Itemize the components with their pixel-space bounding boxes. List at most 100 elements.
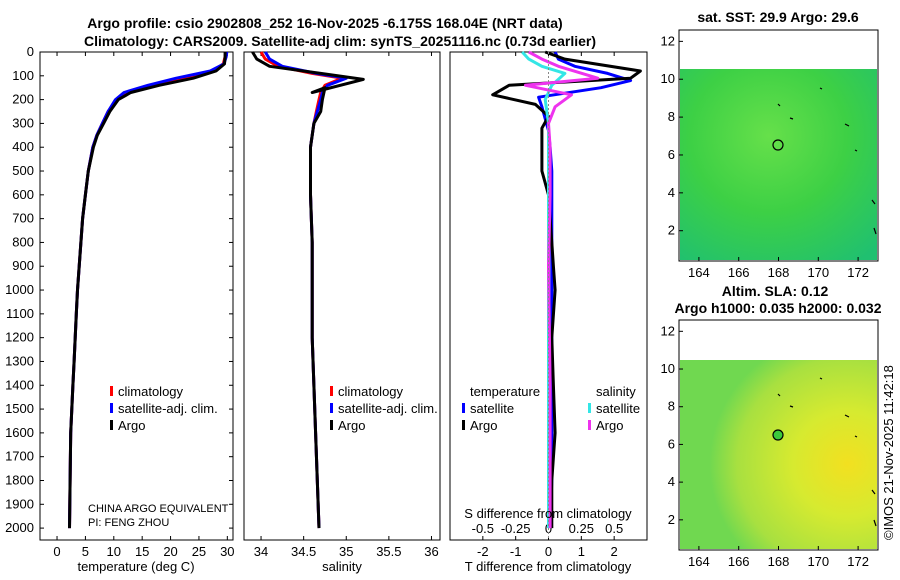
map-x-tick-label: 170 (807, 265, 829, 280)
map-y-tick-label: 8 (668, 399, 675, 414)
legend-label-argo-2: Argo (338, 418, 365, 433)
depth-tick-label: 600 (12, 187, 34, 202)
legend-salinity-header: salinity (596, 384, 636, 399)
difference-xlabel-top: S difference from climatology (464, 506, 632, 521)
map-x-tick-label: 172 (847, 265, 869, 280)
legend-swatch-s-argo (588, 420, 591, 430)
sst-argo-marker (772, 139, 784, 151)
map-x-tick-label: 168 (768, 265, 790, 280)
x-tick-label: 1 (578, 544, 585, 559)
legend-swatch-climatology-2 (330, 386, 333, 396)
map-y-tick-label: 2 (668, 512, 675, 527)
depth-tick-label: 100 (12, 68, 34, 83)
sla-map-title2: Argo h1000: 0.035 h2000: 0.032 (674, 300, 881, 316)
legend-swatch-s-satellite (588, 403, 591, 413)
legend-swatch-satellite (110, 403, 113, 413)
map-x-tick-label: 170 (807, 554, 829, 569)
legend-label-argo: Argo (118, 418, 145, 433)
sla-map: Altim. SLA: 0.12 Argo h1000: 0.035 h2000… (661, 283, 882, 569)
depth-tick-label: 1800 (5, 472, 34, 487)
depth-tick-label: 1500 (5, 401, 34, 416)
attribution-org: CHINA ARGO EQUIVALENT (88, 503, 229, 515)
temperature-x-ticks: 0 5 10 15 20 25 30 (53, 52, 235, 559)
salinity-axes-box (243, 51, 441, 541)
legend-label-climatology-2: climatology (338, 384, 404, 399)
depth-tick-label: 1200 (5, 330, 34, 345)
legend-swatch-argo (110, 420, 113, 430)
map-x-tick-label: 164 (688, 265, 710, 280)
attribution-pi: PI: FENG ZHOU (88, 517, 169, 529)
sst-map: sat. SST: 29.9 Argo: 29.6 164 166 168 170 17… (661, 9, 879, 280)
legend-label-satellite-2: satellite-adj. clim. (338, 401, 438, 416)
map-y-tick-label: 12 (661, 33, 675, 48)
series-line-argo (251, 51, 365, 529)
figure-title-line1: Argo profile: csio 2902808_252 16-Nov-20… (87, 15, 562, 31)
series-line-temperature-argo (491, 50, 642, 529)
depth-tick-label: 2000 (5, 520, 34, 535)
sla-coastlines (777, 377, 877, 527)
depth-tick-label: 900 (12, 258, 34, 273)
s-tick-label: 0.5 (605, 521, 623, 536)
map-y-tick-label: 4 (668, 185, 675, 200)
map-y-tick-label: 12 (661, 323, 675, 338)
depth-tick-label: 1900 (5, 496, 34, 511)
x-tick-label: 36 (424, 544, 438, 559)
legend-label-s-argo: Argo (596, 418, 623, 433)
difference-legend: temperature salinity satellite Argo sate… (462, 384, 640, 433)
depth-tick-label: 1000 (5, 282, 34, 297)
sst-map-yticks: 12 10 8 6 4 2 (661, 33, 683, 238)
x-tick-label: 35.5 (376, 544, 401, 559)
x-tick-label: 20 (163, 544, 177, 559)
series-line-argo (68, 52, 227, 529)
temperature-axes-box (39, 51, 234, 541)
temperature-legend: climatology satellite-adj. clim. Argo (110, 384, 218, 433)
x-tick-label: 15 (135, 544, 149, 559)
sla-field (680, 360, 877, 549)
difference-xlabel: T difference from climatology (465, 559, 632, 574)
s-tick-label: 0.25 (569, 521, 594, 536)
map-x-tick-label: 166 (728, 265, 750, 280)
depth-tick-label: 800 (12, 234, 34, 249)
x-tick-label: 2 (611, 544, 618, 559)
legend-swatch-argo-2 (330, 420, 333, 430)
map-y-tick-label: 10 (661, 361, 675, 376)
sla-map-title1: Altim. SLA: 0.12 (722, 283, 829, 299)
legend-temperature-header: temperature (470, 384, 540, 399)
legend-label-t-satellite: satellite (470, 401, 514, 416)
depth-tick-label: 400 (12, 139, 34, 154)
series-line-salinity-argo (524, 50, 600, 529)
legend-label-climatology: climatology (118, 384, 184, 399)
temperature-panel: 0100200300400500600700800900100011001200… (5, 44, 647, 574)
map-x-tick-label: 166 (728, 554, 750, 569)
depth-tick-label: 700 (12, 211, 34, 226)
sla-map-xticks: 164 166 168 170 172 (688, 546, 869, 569)
map-y-tick-label: 4 (668, 474, 675, 489)
legend-swatch-climatology (110, 386, 113, 396)
x-tick-label: 34 (254, 544, 268, 559)
watermark: ©IMOS 21-Nov-2025 11:42:18 (881, 365, 896, 540)
sla-argo-marker (772, 429, 784, 441)
salinity-panel: 34 34.5 35 35.5 36 salinity climatology sate… (243, 51, 441, 574)
temperature-lines (68, 51, 229, 529)
map-y-tick-label: 6 (668, 147, 675, 162)
map-y-tick-label: 2 (668, 223, 675, 238)
map-x-tick-label: 168 (768, 554, 790, 569)
x-tick-label: 10 (107, 544, 121, 559)
s-tick-label: -0.25 (501, 521, 531, 536)
legend-swatch-t-satellite (462, 403, 465, 413)
difference-x-ticks: -2 -1 0 1 2 (477, 52, 618, 559)
depth-tick-label: 1100 (6, 306, 34, 321)
depth-tick-label: 500 (12, 163, 34, 178)
x-tick-label: 5 (82, 544, 89, 559)
salinity-xlabel: salinity (322, 559, 362, 574)
x-tick-label: 0 (545, 544, 552, 559)
salinity-lines (251, 51, 365, 529)
depth-tick-label: 1700 (5, 449, 34, 464)
sst-coastlines (777, 87, 877, 235)
x-tick-label: 34.5 (291, 544, 316, 559)
x-tick-label: 0 (53, 544, 60, 559)
legend-label-t-argo: Argo (470, 418, 497, 433)
sst-field (680, 69, 877, 260)
sst-map-title: sat. SST: 29.9 Argo: 29.6 (697, 9, 859, 25)
